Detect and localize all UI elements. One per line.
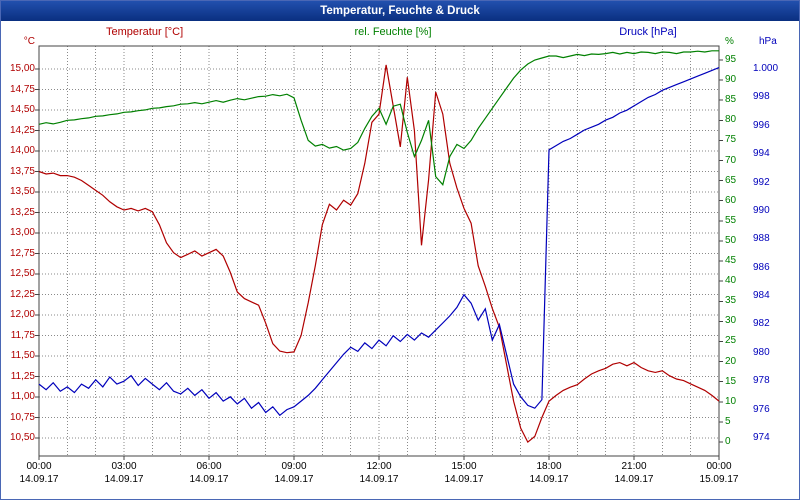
series-line-pressure	[38, 67, 720, 417]
temperature-axis-unit: °C	[23, 36, 35, 47]
humidity-axis-unit: %	[725, 36, 734, 47]
humidity-axis-title: rel. Feuchte [%]	[354, 26, 432, 38]
window-title: Temperatur, Feuchte & Druck	[320, 5, 480, 17]
series-line-humidity	[38, 50, 719, 186]
series-layer	[38, 50, 720, 444]
pressure-axis-title: Druck [hPa]	[619, 26, 677, 38]
axis-frame	[35, 45, 723, 460]
pressure-axis-unit: hPa	[759, 36, 777, 47]
window-titlebar: Temperatur, Feuchte & Druck	[1, 1, 799, 21]
series-line-temperature	[38, 64, 720, 444]
temperature-axis-title: Temperatur [°C]	[106, 26, 184, 38]
